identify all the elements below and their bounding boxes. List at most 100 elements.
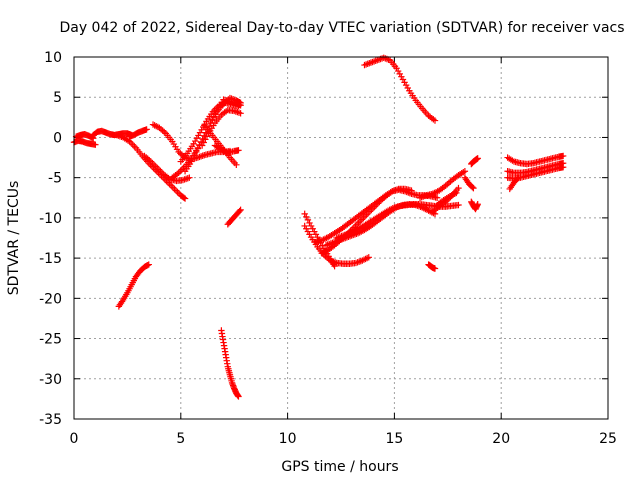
- data-point: [301, 210, 308, 218]
- tick-labels: 0 5 10 15 20 25 10 5 0 -5 -10 -15 -20 -25 -30 -35: [39, 50, 617, 447]
- data-point: [331, 262, 338, 270]
- chart-title: Day 042 of 2022, Sidereal Day-to-day VTE…: [59, 20, 624, 36]
- data-point-interp: [169, 184, 176, 191]
- series-arc-18: [301, 210, 338, 270]
- data-point-interp: [153, 122, 160, 130]
- data-point: [92, 141, 99, 148]
- data-point: [143, 126, 150, 133]
- data-point-interp: [189, 155, 197, 162]
- y-tick-label: -30: [39, 372, 62, 388]
- series-arc-13: [201, 122, 240, 168]
- series-arc-21: [322, 201, 439, 249]
- series-arc-05: [113, 131, 189, 202]
- data-point: [431, 117, 439, 124]
- data-point: [145, 261, 152, 268]
- y-tick-label: -15: [39, 251, 62, 267]
- plot-frame: [73, 56, 609, 420]
- data-point: [194, 145, 202, 152]
- x-tick-label: 25: [599, 431, 617, 447]
- series-arc-14: [224, 206, 244, 228]
- data-point: [455, 184, 462, 192]
- data-point-interp: [193, 148, 200, 156]
- data-point: [171, 185, 178, 193]
- series-arc-04: [126, 126, 150, 140]
- y-tick-label: 0: [53, 130, 62, 146]
- data-point-interp: [236, 99, 243, 106]
- data-point: [186, 174, 193, 181]
- data-point: [455, 201, 462, 209]
- x-tick-label: 0: [70, 431, 79, 447]
- y-tick-label: -35: [39, 412, 62, 428]
- series-arc-31: [504, 152, 567, 168]
- data-point-interp: [197, 153, 205, 160]
- data-point-interp: [144, 261, 151, 269]
- y-tick-label: -5: [48, 171, 62, 187]
- data-point: [433, 194, 441, 201]
- data-point-interp: [174, 188, 181, 196]
- data-point: [235, 147, 242, 154]
- data-point: [237, 206, 244, 214]
- series-arc-01: [70, 137, 99, 148]
- series-arc-16: [218, 327, 242, 400]
- data-point-interp: [180, 194, 188, 201]
- data-point: [188, 158, 195, 165]
- data-point-interp: [306, 219, 313, 227]
- series-arc-27: [468, 198, 481, 213]
- data-point-interp: [180, 164, 187, 172]
- data-point: [237, 110, 244, 117]
- data-point-interp: [167, 182, 175, 189]
- x-tick-label: 15: [385, 431, 403, 447]
- data-point: [233, 161, 240, 168]
- series-arc-10: [181, 94, 244, 175]
- data-points: [70, 54, 567, 400]
- series-arc-29: [425, 261, 439, 272]
- data-point-interp: [514, 175, 521, 183]
- data-point: [453, 189, 460, 197]
- data-point-interp: [129, 141, 136, 148]
- y-tick-label: 5: [53, 90, 62, 106]
- data-point: [559, 164, 567, 171]
- series-arc-34: [506, 174, 522, 193]
- x-tick-label: 10: [279, 431, 297, 447]
- grid: [74, 57, 608, 419]
- y-axis-label: SDTVAR / TECUs: [6, 181, 22, 296]
- data-point-interp: [182, 175, 190, 183]
- series-arc-23: [416, 168, 469, 201]
- x-tick-label: 5: [176, 431, 185, 447]
- data-point: [559, 152, 567, 160]
- x-tick-label: 20: [492, 431, 510, 447]
- data-point: [474, 155, 481, 162]
- series-arc-03: [72, 131, 97, 142]
- data-point: [90, 135, 97, 142]
- data-point: [515, 174, 522, 181]
- data-point: [461, 168, 469, 175]
- series-arc-28: [461, 174, 477, 192]
- y-tick-label: -20: [39, 291, 62, 307]
- data-point-interp: [303, 213, 310, 221]
- y-tick-label: -25: [39, 332, 62, 348]
- data-point: [431, 265, 439, 272]
- data-point-interp: [469, 183, 476, 191]
- data-point: [237, 99, 244, 107]
- data-point: [235, 393, 242, 400]
- series-arc-22: [333, 201, 462, 242]
- data-point-interp: [236, 207, 243, 215]
- data-point-interp: [172, 187, 180, 194]
- data-point: [181, 195, 189, 202]
- data-point-interp: [131, 143, 138, 150]
- data-point: [365, 254, 372, 261]
- y-tick-label: 10: [44, 50, 62, 66]
- x-axis-label: GPS time / hours: [281, 459, 398, 475]
- data-point-interp: [191, 151, 198, 159]
- y-tick-label: -10: [39, 211, 62, 227]
- series-arc-30: [361, 54, 439, 124]
- data-point-interp: [234, 108, 241, 116]
- data-point-interp: [88, 134, 96, 141]
- series-arc-25: [433, 189, 460, 209]
- data-point: [235, 102, 242, 110]
- series-arc-15: [115, 261, 152, 310]
- data-point: [474, 201, 481, 208]
- series-arc-26: [468, 155, 481, 168]
- series-arc-06: [141, 152, 193, 185]
